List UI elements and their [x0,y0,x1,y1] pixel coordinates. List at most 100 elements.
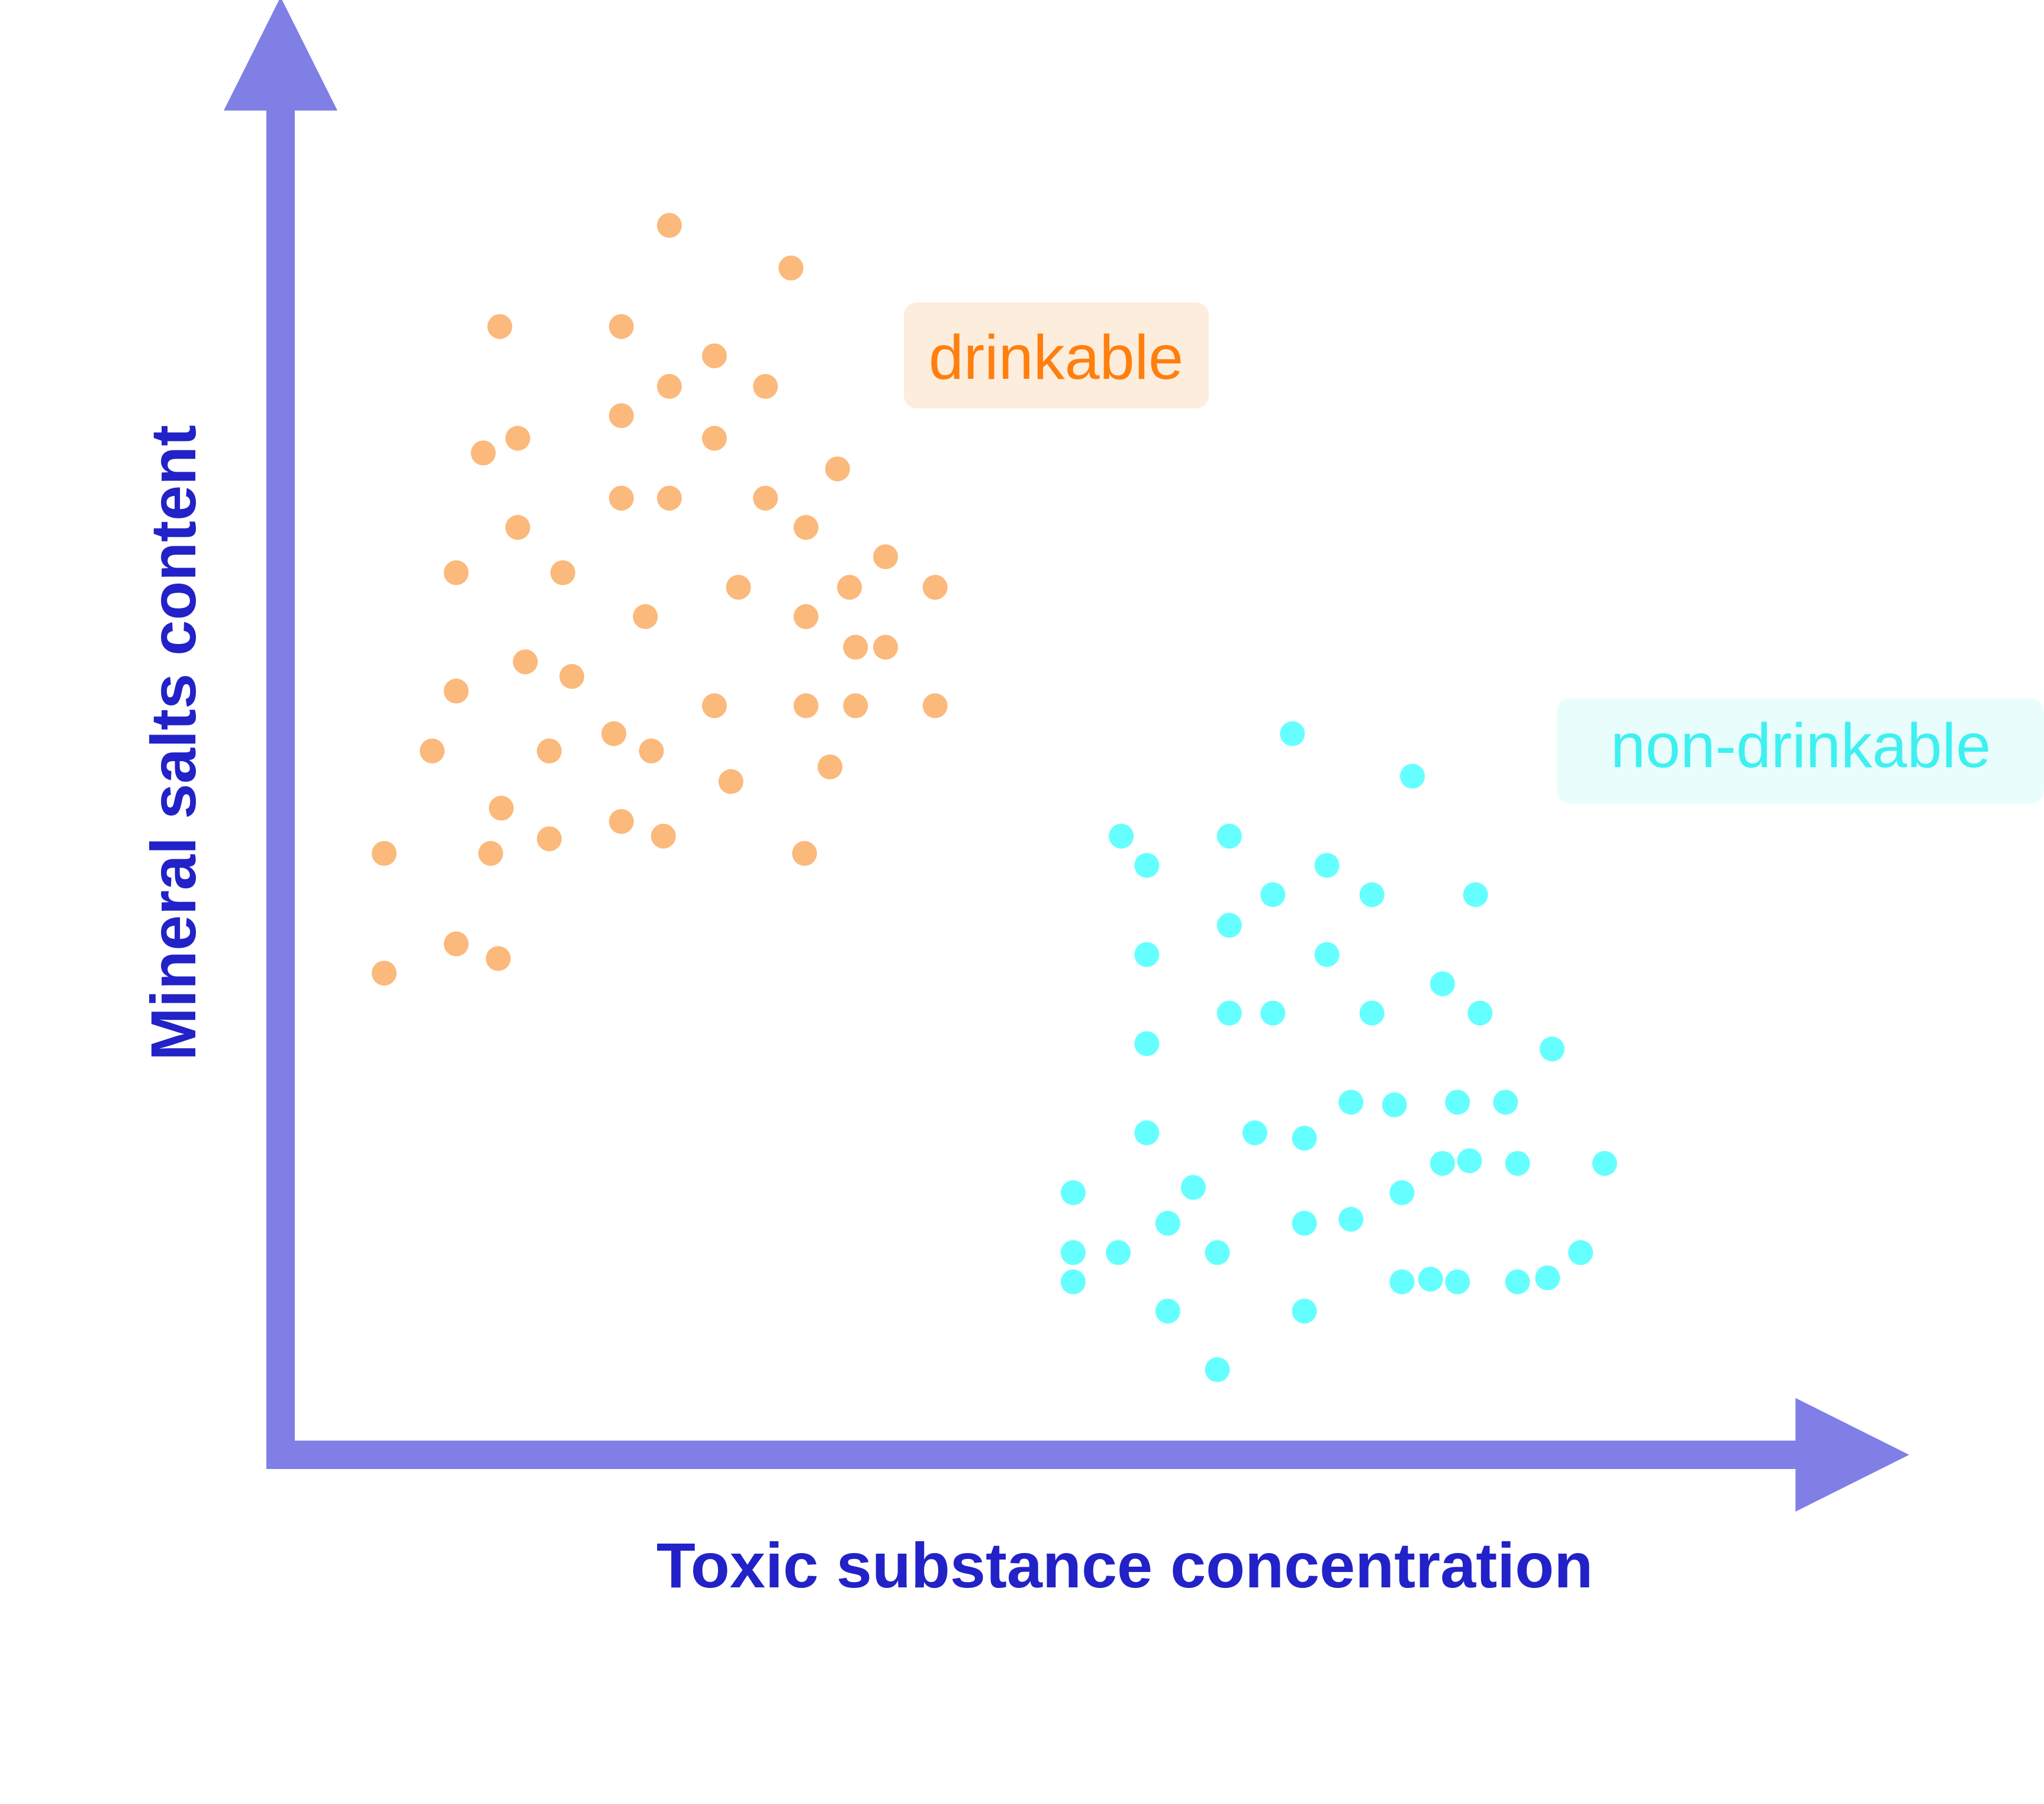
drinkable-point-40 [718,769,743,794]
non-drinkable-point-28 [1457,1148,1482,1174]
non-drinkable-point-10 [1216,913,1242,938]
drinkable-point-41 [488,795,514,821]
non-drinkable-point-25 [1242,1120,1267,1145]
drinkable-series [372,212,948,986]
non-drinkable-point-39 [1205,1240,1230,1265]
drinkable-point-12 [825,456,850,482]
y-axis-title: Mineral salts content [137,425,209,1061]
drinkable-point-6 [656,373,682,399]
non-drinkable-label-background [1557,698,2044,804]
non-drinkable-point-23 [1493,1090,1518,1115]
non-drinkable-point-19 [1540,1036,1565,1062]
drinkable-point-13 [609,485,634,511]
drinkable-point-14 [656,485,682,511]
drinkable-point-31 [701,693,727,719]
drinkable-point-2 [778,255,804,281]
non-drinkable-point-15 [1260,1000,1286,1026]
drinkable-point-26 [843,634,868,660]
drinkable-point-29 [559,663,584,689]
non-drinkable-point-49 [1205,1357,1230,1383]
drinkable-point-48 [443,931,469,956]
drinkable-point-49 [485,946,511,971]
drinkable-point-32 [793,693,819,719]
non-drinkable-point-34 [1155,1210,1180,1236]
drinkable-point-25 [793,604,819,629]
drinkable-point-19 [443,560,469,585]
non-drinkable-point-20 [1338,1090,1364,1115]
drinkable-point-23 [922,575,948,600]
non-drinkable-point-31 [1061,1180,1086,1206]
non-drinkable-point-11 [1134,942,1160,967]
drinkable-point-46 [536,826,562,852]
drinkable-point-7 [753,373,778,399]
drinkable-point-50 [372,961,397,986]
non-drinkable-point-16 [1359,1000,1385,1026]
non-drinkable-point-26 [1292,1126,1317,1151]
non-drinkable-series [1061,721,1617,1383]
drinkable-label: drinkable [929,323,1183,392]
drinkable-point-21 [726,575,751,600]
non-drinkable-point-33 [1389,1180,1415,1206]
drinkable-point-34 [922,693,948,719]
non-drinkable-point-14 [1216,1000,1242,1026]
non-drinkable-point-18 [1134,1031,1160,1056]
non-drinkable-point-38 [1106,1240,1131,1265]
non-drinkable-point-13 [1430,971,1455,997]
non-drinkable-point-37 [1061,1240,1086,1265]
non-drinkable-point-21 [1382,1092,1407,1117]
non-drinkable-point-8 [1359,882,1385,907]
non-drinkable-point-24 [1134,1120,1160,1145]
non-drinkable-point-43 [1445,1269,1470,1294]
drinkable-point-5 [701,343,727,369]
non-drinkable-point-41 [1389,1269,1415,1294]
non-drinkable-point-12 [1314,942,1340,967]
non-drinkable-point-6 [1314,853,1340,878]
non-drinkable-point-35 [1292,1210,1317,1236]
drinkable-point-24 [633,604,658,629]
drinkable-point-30 [443,678,469,704]
non-drinkable-point-27 [1430,1151,1455,1176]
non-drinkable-point-42 [1418,1267,1443,1292]
non-drinkable-point-44 [1505,1269,1530,1294]
drinkable-point-37 [536,738,562,764]
drinkable-point-20 [550,560,575,585]
drinkable-point-8 [609,403,634,429]
non-drinkable-point-17 [1467,1000,1493,1026]
cluster-labels: drinkable non-drinkable [904,302,2044,804]
axes [224,0,1910,1512]
drinkable-point-45 [478,840,503,866]
drinkable-point-42 [609,809,634,834]
drinkable-point-16 [505,515,530,540]
drinkable-point-36 [420,738,445,764]
non-drinkable-point-2 [1400,764,1425,789]
drinkable-point-9 [701,426,727,451]
non-drinkable-point-7 [1260,882,1286,907]
non-drinkable-point-5 [1134,853,1160,878]
x-axis-title: Toxic substance concentration [656,1529,1593,1601]
drinkable-point-18 [873,544,898,569]
drinkable-point-35 [601,721,626,746]
non-drinkable-point-46 [1061,1269,1086,1294]
non-drinkable-point-36 [1338,1207,1364,1232]
non-drinkable-point-45 [1535,1265,1560,1290]
drinkable-point-15 [753,485,778,511]
non-drinkable-point-22 [1445,1090,1470,1115]
non-drinkable-point-29 [1505,1151,1530,1176]
drinkable-point-28 [513,649,538,675]
non-drinkable-point-47 [1155,1299,1180,1324]
non-drinkable-point-9 [1463,882,1488,907]
drinkable-point-1 [656,212,682,238]
non-drinkable-point-1 [1280,721,1305,746]
non-drinkable-point-32 [1180,1175,1206,1200]
drinkable-point-38 [639,738,664,764]
drinkable-point-47 [792,840,817,866]
non-drinkable-point-40 [1568,1240,1594,1265]
drinkable-point-27 [873,634,898,660]
non-drinkable-point-48 [1292,1299,1317,1324]
drinkable-point-3 [487,314,513,339]
drinkable-point-43 [651,823,676,849]
drinkable-label-background [904,302,1209,408]
drinkable-point-10 [505,426,530,451]
non-drinkable-point-30 [1592,1151,1617,1176]
